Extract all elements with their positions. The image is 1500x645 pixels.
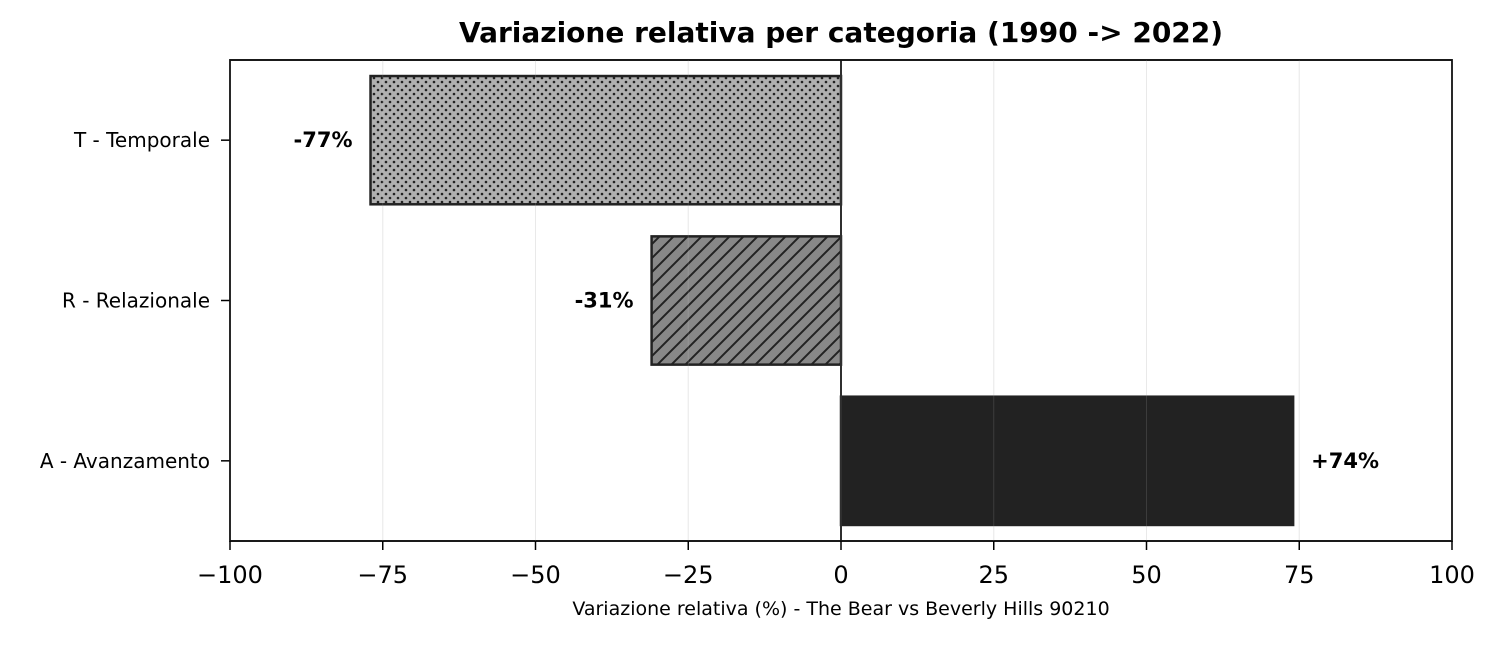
data-label: +74% xyxy=(1311,449,1379,473)
y-tick-label: R - Relazionale xyxy=(62,289,210,313)
chart-title: Variazione relativa per categoria (1990 … xyxy=(459,16,1223,49)
x-tick-label: 50 xyxy=(1131,561,1162,589)
y-tick-label: T - Temporale xyxy=(73,128,210,152)
label-layer: -77% -31% +74% xyxy=(229,60,1453,541)
x-tick-label: 75 xyxy=(1284,561,1315,589)
bar-3 xyxy=(839,395,1295,527)
axis-layer: T - Temporale R - Relazionale A - Avanzame… xyxy=(40,59,1475,589)
x-tick-label: 25 xyxy=(978,561,1009,589)
x-tick-label: −75 xyxy=(357,561,408,589)
x-tick-label: 0 xyxy=(833,561,848,589)
data-label: -77% xyxy=(294,128,353,152)
x-tick-label: −100 xyxy=(197,561,263,589)
x-tick-label: 100 xyxy=(1429,561,1475,589)
y-tick-label: A - Avanzamento xyxy=(40,449,210,473)
x-axis-label: Variazione relativa (%) - The Bear vs Be… xyxy=(572,598,1109,620)
x-tick-label: −50 xyxy=(510,561,561,589)
bar-2 xyxy=(650,235,843,366)
data-label: -31% xyxy=(575,289,634,313)
x-tick-label: −25 xyxy=(663,561,714,589)
bar-layer xyxy=(369,74,1295,527)
bar-1 xyxy=(369,74,843,206)
